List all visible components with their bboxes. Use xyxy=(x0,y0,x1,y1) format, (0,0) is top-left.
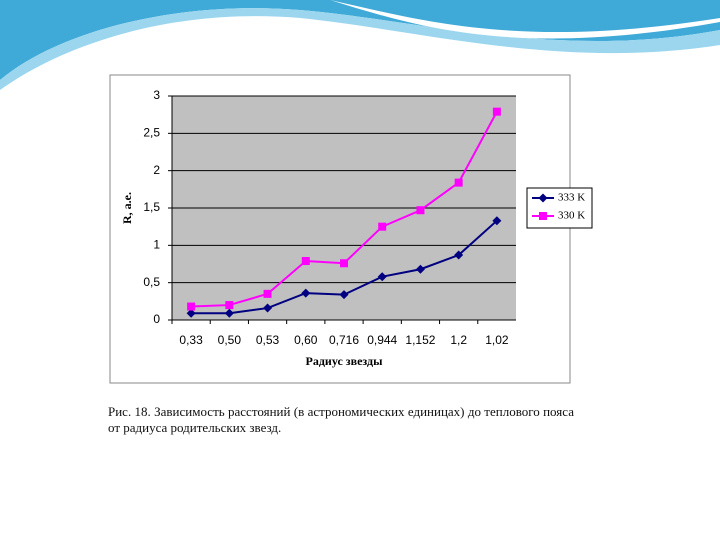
point xyxy=(454,178,463,187)
x-axis-label: Радиус звезды xyxy=(306,354,384,368)
point xyxy=(492,216,502,226)
decor-swoosh-light xyxy=(0,8,720,90)
point xyxy=(263,303,273,313)
y-tick-label: 0 xyxy=(153,312,160,326)
point xyxy=(492,107,501,116)
point xyxy=(186,308,196,318)
y-tick-label: 2 xyxy=(153,163,160,177)
y-axis-label: R, a.e. xyxy=(120,192,134,224)
point xyxy=(378,222,387,231)
x-tick-label: 0,60 xyxy=(294,333,318,347)
decor-swoosh xyxy=(0,0,720,80)
point xyxy=(416,206,425,215)
x-tick-label: 0,33 xyxy=(179,333,203,347)
point xyxy=(301,257,310,266)
point xyxy=(224,308,234,318)
x-tick-label: 1,2 xyxy=(450,333,467,347)
legend-box xyxy=(526,187,593,229)
x-tick-label: 0,53 xyxy=(256,333,280,347)
point xyxy=(263,289,272,298)
x-tick-label: 0,50 xyxy=(218,333,242,347)
caption: Рис. 18. Зависимость расстояний (в астро… xyxy=(108,404,574,435)
x-tick-label: 1,152 xyxy=(405,333,435,347)
point xyxy=(187,302,196,311)
legend-label: 330 K xyxy=(558,210,585,222)
point xyxy=(415,264,425,274)
point xyxy=(225,301,234,310)
y-tick-label: 2,5 xyxy=(143,126,160,140)
y-tick-label: 3 xyxy=(153,88,160,102)
y-tick-label: 1,5 xyxy=(143,200,160,214)
point xyxy=(454,250,464,260)
point xyxy=(377,272,387,282)
y-tick-label: 1 xyxy=(153,238,160,252)
x-tick-label: 0,716 xyxy=(329,333,359,347)
x-tick-label: 0,944 xyxy=(367,333,397,347)
y-tick-label: 0,5 xyxy=(143,275,160,289)
point xyxy=(339,290,349,300)
decor-swoosh-white xyxy=(330,0,720,39)
point xyxy=(301,288,311,298)
legend-marker xyxy=(539,212,547,220)
point xyxy=(340,259,348,268)
x-tick-label: 1,02 xyxy=(485,333,509,347)
legend-label: 333 K xyxy=(558,192,585,204)
legend-marker xyxy=(538,193,548,203)
